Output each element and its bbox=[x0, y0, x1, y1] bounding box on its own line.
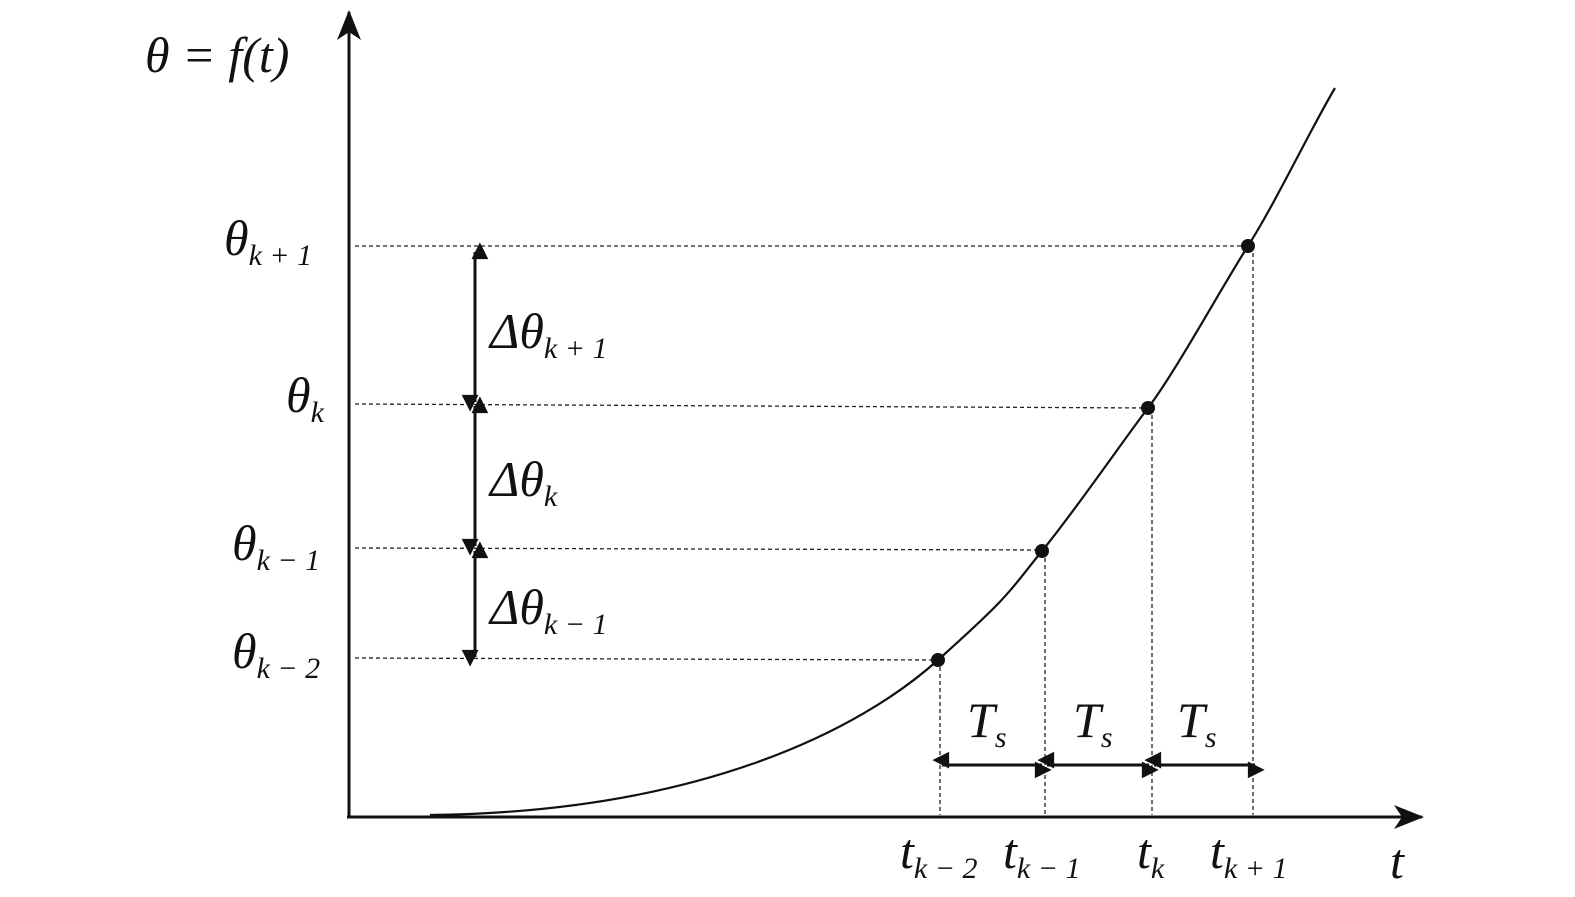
label-base: t bbox=[1137, 823, 1152, 879]
label-base: θ bbox=[232, 515, 257, 571]
theta-label: θk + 1 bbox=[224, 210, 312, 272]
point bbox=[1241, 239, 1255, 253]
guide bbox=[354, 547, 1043, 551]
guide bbox=[354, 657, 939, 661]
label-sub: k + 1 bbox=[249, 239, 313, 272]
label-base: Δθ bbox=[488, 303, 544, 359]
label-sub: k − 1 bbox=[1017, 852, 1081, 885]
label-base: θ bbox=[286, 367, 311, 423]
label-sub: k + 1 bbox=[1224, 852, 1288, 885]
points bbox=[931, 239, 1255, 667]
label-base: t bbox=[900, 823, 915, 879]
label-sub: k bbox=[311, 396, 325, 429]
interval-label: Ts bbox=[967, 692, 1007, 754]
label-sub: k bbox=[544, 480, 558, 513]
label-base: T bbox=[967, 692, 998, 748]
label-base: T bbox=[1177, 692, 1208, 748]
label-sub: k + 1 bbox=[544, 332, 608, 365]
label-base: θ bbox=[224, 210, 249, 266]
label-sub: s bbox=[1101, 721, 1113, 754]
theta-label: θk − 2 bbox=[232, 623, 320, 685]
label-sub: k bbox=[1151, 852, 1165, 885]
label-sub: k − 2 bbox=[914, 852, 978, 885]
time-label: tk − 1 bbox=[1003, 823, 1080, 885]
point bbox=[1141, 401, 1155, 415]
guide bbox=[354, 403, 1149, 409]
label-sub: k − 1 bbox=[544, 608, 608, 641]
point bbox=[931, 653, 945, 667]
label-base: θ bbox=[232, 623, 257, 679]
label-base: t bbox=[1210, 823, 1225, 879]
label-sub: k − 2 bbox=[257, 652, 321, 685]
label-base: Δθ bbox=[488, 451, 544, 507]
delta-label: Δθk − 1 bbox=[488, 579, 607, 641]
axes bbox=[337, 10, 1424, 829]
y-axis-label: θ = f(t) bbox=[145, 27, 289, 83]
interval-label: Ts bbox=[1073, 692, 1113, 754]
label-base: Δθ bbox=[488, 579, 544, 635]
time-label: tk + 1 bbox=[1210, 823, 1287, 885]
delta-label: Δθk bbox=[488, 451, 558, 513]
label-sub: s bbox=[995, 721, 1007, 754]
label-sub: k − 1 bbox=[257, 544, 321, 577]
x-axis-label: t bbox=[1390, 833, 1405, 889]
point bbox=[1035, 544, 1049, 558]
label-base: T bbox=[1073, 692, 1104, 748]
label-sub: s bbox=[1205, 721, 1217, 754]
time-label: tk − 2 bbox=[900, 823, 977, 885]
theta-label: θk − 1 bbox=[232, 515, 320, 577]
time-label: tk bbox=[1137, 823, 1165, 885]
label-base: t bbox=[1003, 823, 1018, 879]
theta-label: θk bbox=[286, 367, 325, 429]
delta-label: Δθk + 1 bbox=[488, 303, 607, 365]
delta-arrows bbox=[461, 242, 1265, 779]
labels: θ = f(t) t θk + 1 θk θk − 1 θk − 2 Δθk +… bbox=[145, 27, 1405, 889]
interval-label: Ts bbox=[1177, 692, 1217, 754]
